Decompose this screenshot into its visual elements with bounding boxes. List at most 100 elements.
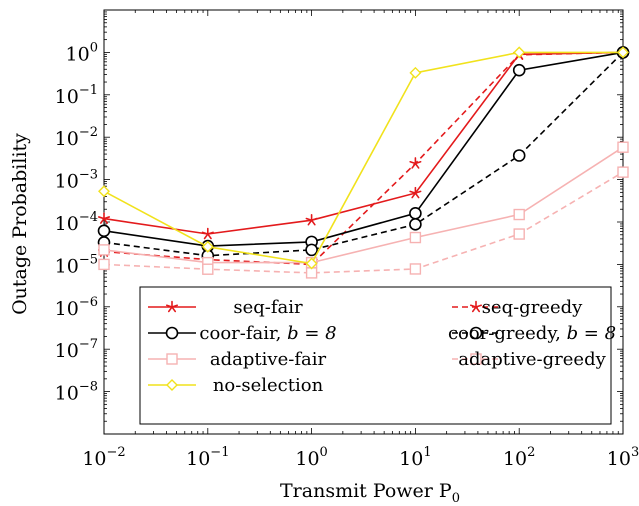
y-tick-label-exponent: −2 [79, 125, 98, 140]
legend-label-param: b = 8 [287, 323, 337, 344]
y-tick-label-exponent: −1 [79, 83, 98, 98]
y-tick-label: 10−1 [55, 83, 98, 108]
legend-label: coor-fair, b = 8 [199, 323, 336, 344]
series-adaptive-fair [98, 141, 629, 269]
data-point-marker [409, 218, 422, 231]
legend-swatch-marker [469, 326, 483, 340]
y-tick-label-exponent: −7 [79, 337, 98, 352]
x-tick-label-base: 10 [295, 448, 319, 470]
x-tick-label-exponent: 0 [320, 445, 328, 460]
legend-swatch-marker [470, 353, 482, 365]
data-point-marker [409, 263, 422, 275]
series-line [103, 146, 624, 264]
data-point-marker [202, 263, 214, 275]
y-tick-label-base: 10 [55, 128, 79, 150]
series-line [103, 171, 624, 274]
legend-label-name: coor-fair, [199, 323, 287, 344]
data-point-marker [201, 240, 214, 253]
data-point-marker [409, 66, 422, 79]
data-point-marker [97, 224, 111, 238]
data-point-marker [617, 166, 629, 178]
legend-item: coor-greedy, b = 8 [448, 323, 616, 344]
series-seq-greedy [97, 46, 630, 270]
data-point-marker [409, 207, 422, 220]
x-tick-label-base: 10 [399, 448, 423, 470]
x-tick-label: 100 [295, 445, 327, 470]
legend-label: seq-fair [233, 297, 303, 318]
data-point-marker [98, 244, 110, 256]
data-point-marker [409, 186, 422, 199]
x-axis-label-text: Transmit Power P [280, 480, 452, 502]
series-line [103, 51, 624, 257]
y-tick-label: 100 [66, 40, 98, 65]
x-tick-label-exponent: 3 [631, 445, 639, 460]
series-line [103, 51, 624, 266]
data-point-marker [409, 157, 422, 169]
x-tick-label: 102 [503, 445, 535, 470]
x-axis-label: Transmit Power P0 [280, 480, 460, 506]
legend-item: seq-fair [148, 297, 303, 318]
y-tick-label: 10−3 [55, 168, 98, 193]
y-tick-label: 10−5 [55, 252, 98, 277]
legend-swatch-marker [165, 326, 179, 340]
legend-swatch-marker [165, 300, 179, 313]
data-point-marker [617, 141, 629, 153]
data-point-marker [513, 208, 525, 221]
data-point-marker [512, 149, 526, 162]
x-axis-label-subscript: 0 [452, 491, 460, 506]
y-tick-label-base: 10 [55, 213, 79, 235]
data-point-marker [305, 243, 318, 257]
x-tick-label: 10−2 [82, 445, 125, 470]
y-tick-label-exponent: −3 [79, 168, 98, 183]
y-axis-label: Outage Probability [9, 133, 31, 315]
series-no-selection [98, 46, 629, 270]
y-tick-label: 10−2 [55, 125, 98, 150]
legend-item: seq-greedy [452, 297, 583, 318]
y-tick-label-base: 10 [55, 383, 79, 405]
data-point-marker [97, 212, 111, 224]
x-tick-label: 10−1 [186, 445, 229, 470]
series-line [103, 51, 624, 235]
y-tick-label-exponent: −8 [79, 380, 98, 395]
y-tick-label-base: 10 [55, 255, 79, 277]
data-point-marker [305, 213, 318, 226]
y-tick-label-exponent: 0 [90, 40, 98, 55]
x-tick-label-base: 10 [82, 448, 106, 470]
legend-label-name: adaptive-greedy [458, 349, 606, 370]
y-tick-label-exponent: −5 [79, 252, 98, 267]
data-point-marker [512, 63, 526, 77]
x-tick-label-exponent: 1 [423, 445, 431, 460]
legend-label-param: b = 8 [567, 323, 617, 344]
data-point-marker [409, 231, 422, 244]
data-point-marker [98, 185, 110, 198]
y-tick-label-base: 10 [55, 171, 79, 193]
y-tick-label-exponent: −6 [79, 295, 98, 310]
y-tick-label: 10−6 [55, 295, 98, 320]
data-point-marker [98, 258, 110, 271]
series-adaptive-greedy [98, 166, 629, 279]
y-tick-label: 10−7 [55, 337, 98, 362]
legend-label-name: adaptive-fair [210, 349, 327, 370]
legend-label: adaptive-greedy [458, 349, 606, 370]
x-tick-label-base: 10 [186, 448, 210, 470]
legend-item: adaptive-fair [148, 349, 326, 370]
series-coor-fair [97, 46, 630, 253]
axis-tick-labels: 10−2 10−1 100 101 102 10310010−110−210−310−41… [55, 40, 639, 470]
data-point-marker [513, 46, 526, 59]
legend-label-name: seq-fair [233, 297, 303, 318]
y-tick-label-base: 10 [55, 298, 79, 320]
y-tick-label-base: 10 [55, 340, 79, 362]
x-tick-label: 101 [399, 445, 431, 470]
x-tick-label-exponent: −1 [210, 445, 229, 460]
y-tick-label-exponent: −4 [79, 210, 98, 225]
y-tick-label-base: 10 [55, 86, 79, 108]
x-tick-label-base: 10 [503, 448, 527, 470]
legend-label: coor-greedy, b = 8 [448, 323, 616, 344]
y-tick-label: 10−4 [55, 210, 98, 235]
x-tick-label-exponent: −2 [107, 445, 126, 460]
data-point-marker [617, 46, 629, 59]
legend-box [139, 286, 612, 425]
legend-item: coor-fair, b = 8 [148, 323, 337, 344]
